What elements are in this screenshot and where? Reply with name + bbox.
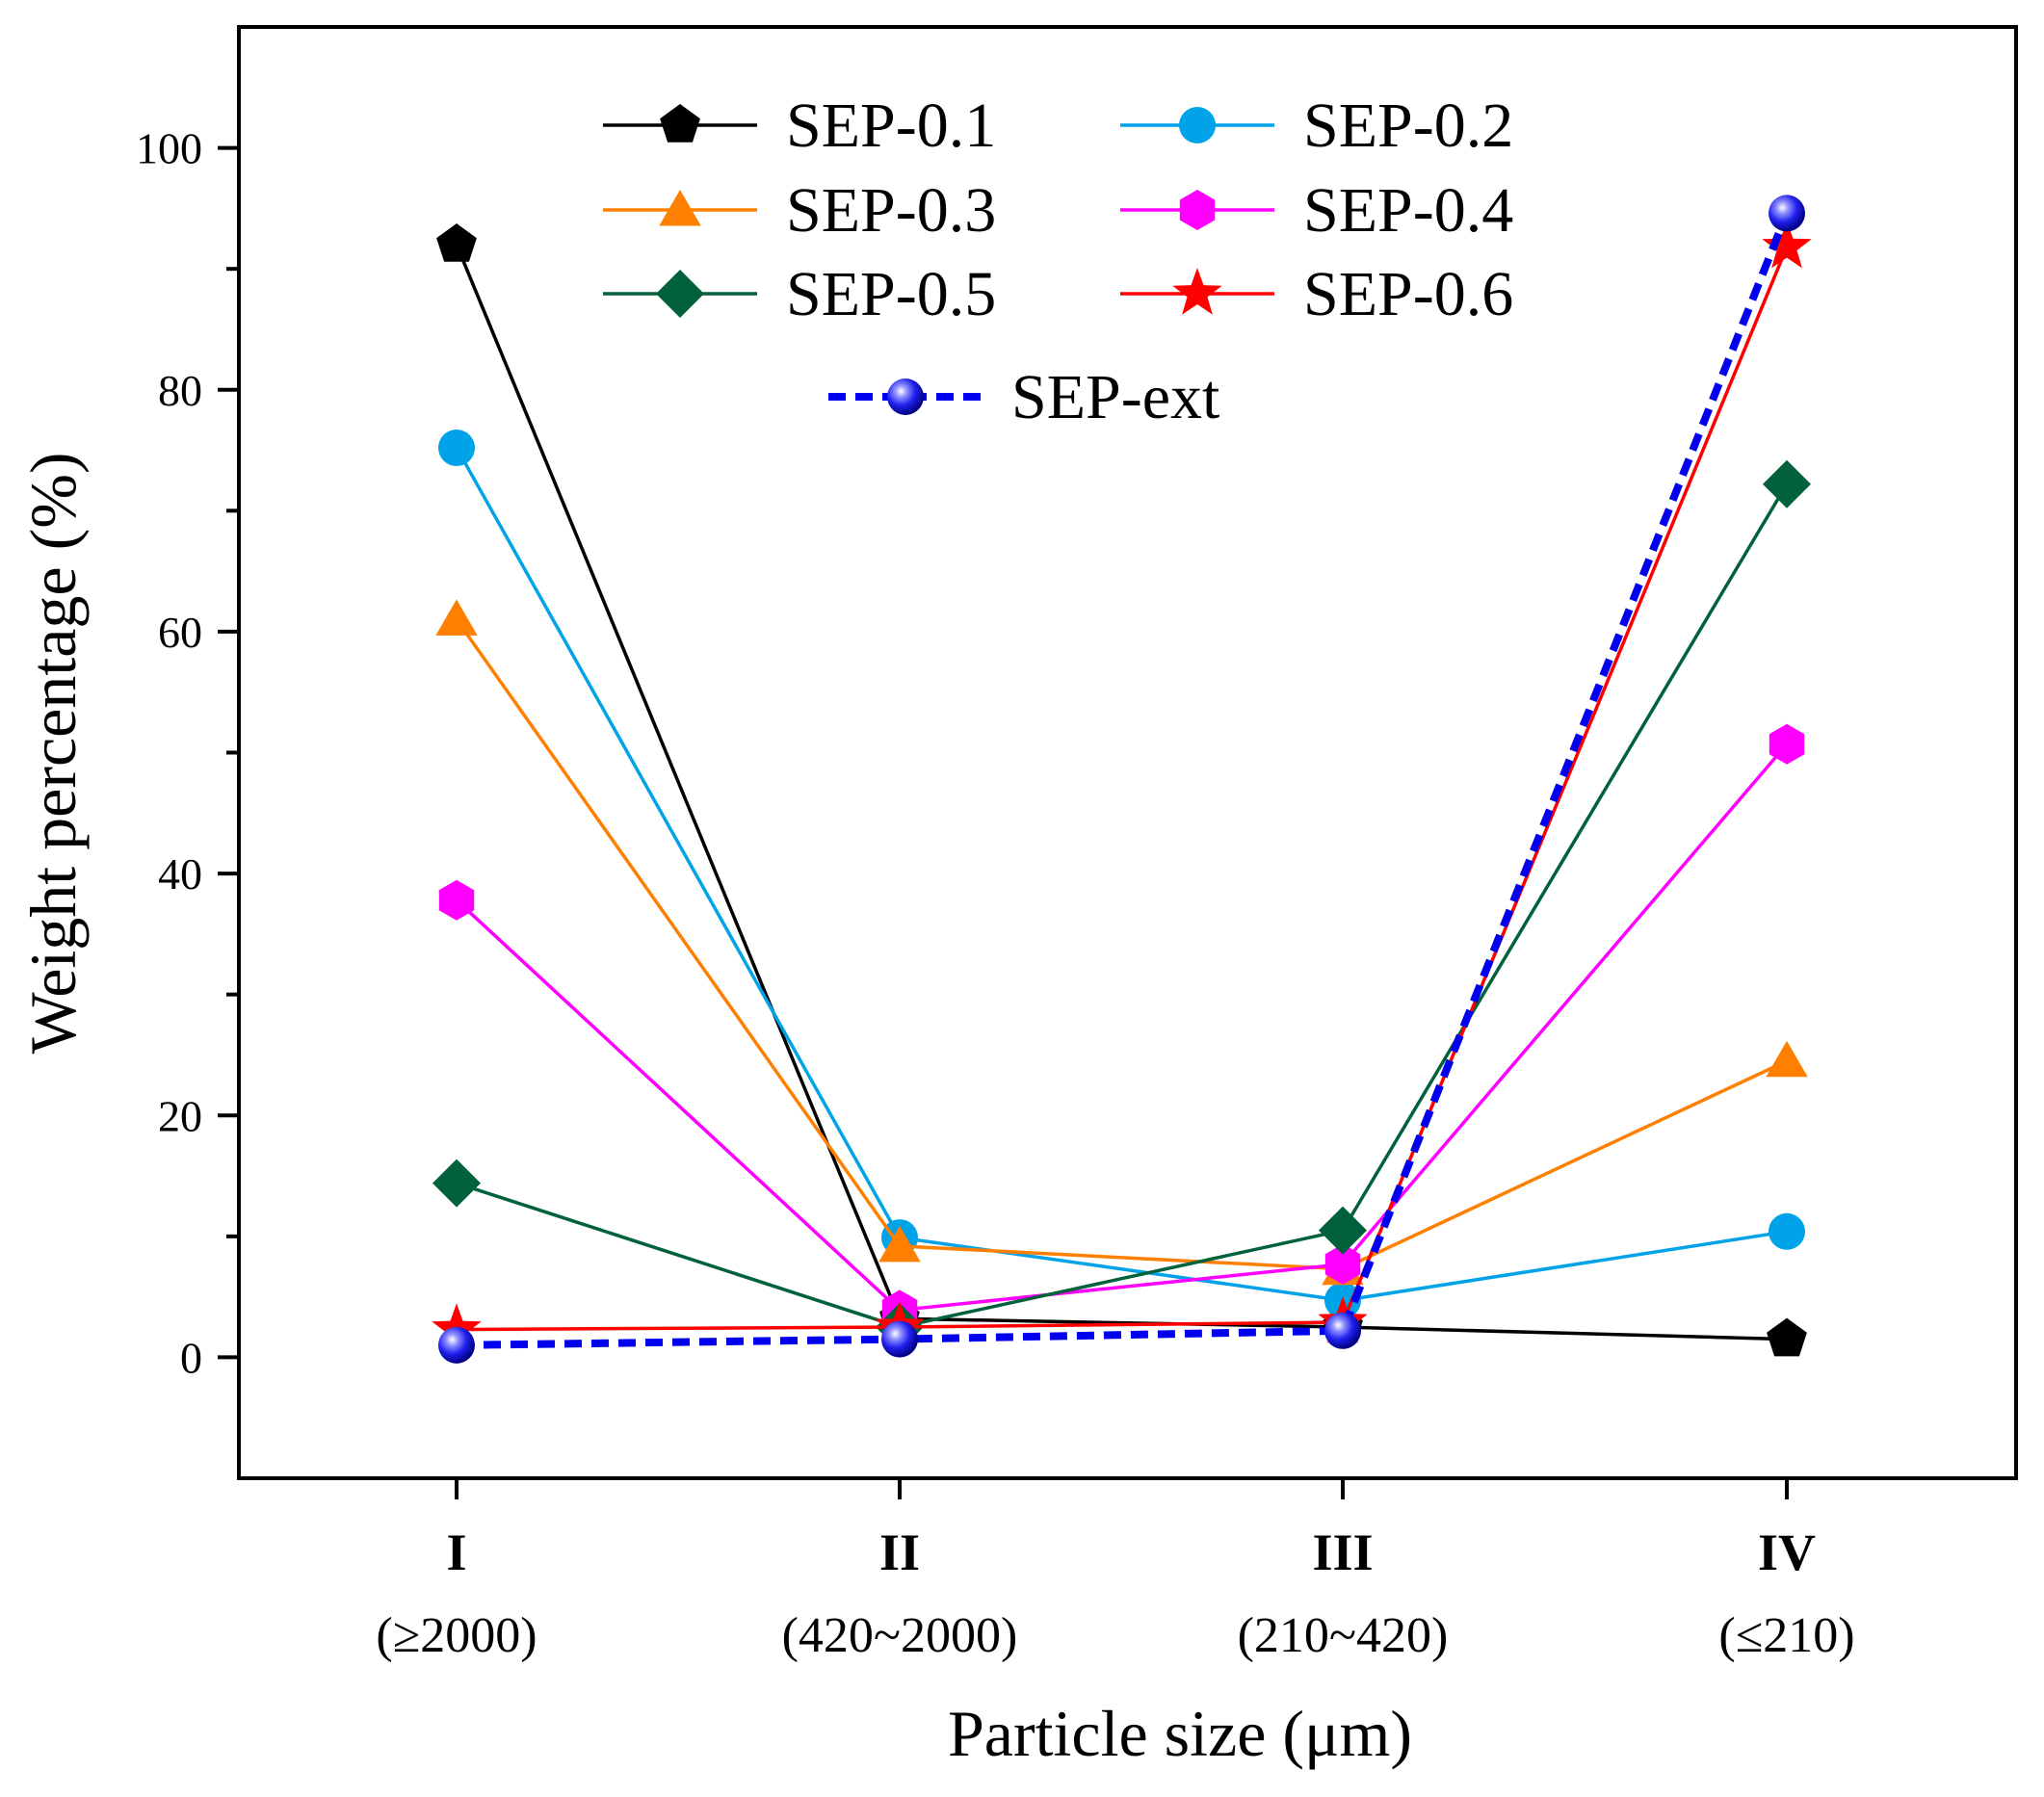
legend-marker (1179, 190, 1216, 230)
data-point (1319, 1206, 1367, 1255)
series-sep-0.3 (435, 599, 1808, 1286)
plot-frame (237, 25, 2018, 1480)
data-point (1769, 195, 1805, 232)
series-sep-0.2 (438, 430, 1805, 1319)
data-point (878, 1225, 921, 1263)
legend-label: SEP-0.4 (1303, 175, 1513, 246)
y-tick-label: 40 (158, 849, 202, 898)
data-point (436, 223, 477, 262)
data-point (1769, 1212, 1805, 1250)
x-category-sublabel: (≥2000) (376, 1608, 537, 1663)
series-line (455, 742, 1789, 1313)
data-point (435, 599, 478, 636)
legend-label: SEP-0.5 (786, 259, 996, 329)
legend-item: SEP-0.4 (1120, 175, 1513, 246)
y-tick-label: 0 (180, 1333, 202, 1382)
legend-marker (660, 104, 700, 143)
data-point (438, 1326, 475, 1364)
series-line (455, 447, 1788, 1303)
y-axis-title: Weight percentage (%) (16, 452, 90, 1054)
x-axis-title: Particle size (μm) (948, 1697, 1412, 1770)
data-point (438, 430, 475, 467)
legend-marker (1172, 268, 1222, 315)
legend-item: SEP-0.1 (603, 91, 996, 161)
legend-marker (1179, 107, 1216, 143)
legend-item: SEP-0.6 (1120, 259, 1513, 329)
x-category-sublabel: (210~420) (1238, 1608, 1449, 1663)
legend-marker (659, 190, 701, 226)
data-point (1324, 1312, 1361, 1349)
data-point (1763, 459, 1811, 508)
legend-label: SEP-ext (1011, 362, 1219, 432)
series-line (456, 211, 1791, 1349)
x-category-sublabel: (420~2000) (782, 1608, 1018, 1663)
x-category-label: I (446, 1524, 466, 1581)
data-point (1769, 723, 1805, 765)
data-point (432, 1159, 481, 1208)
series-line (455, 244, 1788, 1341)
y-tick-label: 60 (158, 608, 202, 657)
legend-marker (656, 270, 704, 318)
data-point (1766, 1040, 1808, 1078)
data-point (1762, 221, 1812, 269)
legend-item: SEP-ext (828, 362, 1219, 432)
series-sep-0.4 (438, 723, 1805, 1331)
y-tick-label: 80 (158, 366, 202, 415)
data-point (1767, 1317, 1807, 1357)
legend-marker (887, 378, 924, 415)
series-line (456, 246, 1789, 1332)
data-point (1324, 1243, 1361, 1285)
data-point (881, 1320, 918, 1358)
legend-item: SEP-0.3 (603, 175, 996, 246)
legend-item: SEP-0.2 (1120, 91, 1513, 161)
legend-item: SEP-0.5 (603, 259, 996, 329)
legend-label: SEP-0.1 (786, 91, 996, 161)
x-category-sublabel: (≤210) (1718, 1608, 1854, 1663)
legend-label: SEP-0.3 (786, 175, 996, 246)
series-sep-ext (438, 195, 1805, 1364)
y-tick-label: 100 (136, 124, 202, 173)
x-category-label: III (1312, 1524, 1373, 1581)
x-category-label: IV (1758, 1524, 1816, 1581)
series-line (456, 482, 1789, 1329)
x-category-label: II (879, 1524, 920, 1581)
legend-label: SEP-0.6 (1303, 259, 1513, 329)
series-sep-0.5 (432, 459, 1811, 1351)
legend-label: SEP-0.2 (1303, 91, 1513, 161)
data-point (438, 879, 475, 921)
y-tick-label: 20 (158, 1091, 202, 1140)
series-line (455, 618, 1788, 1271)
